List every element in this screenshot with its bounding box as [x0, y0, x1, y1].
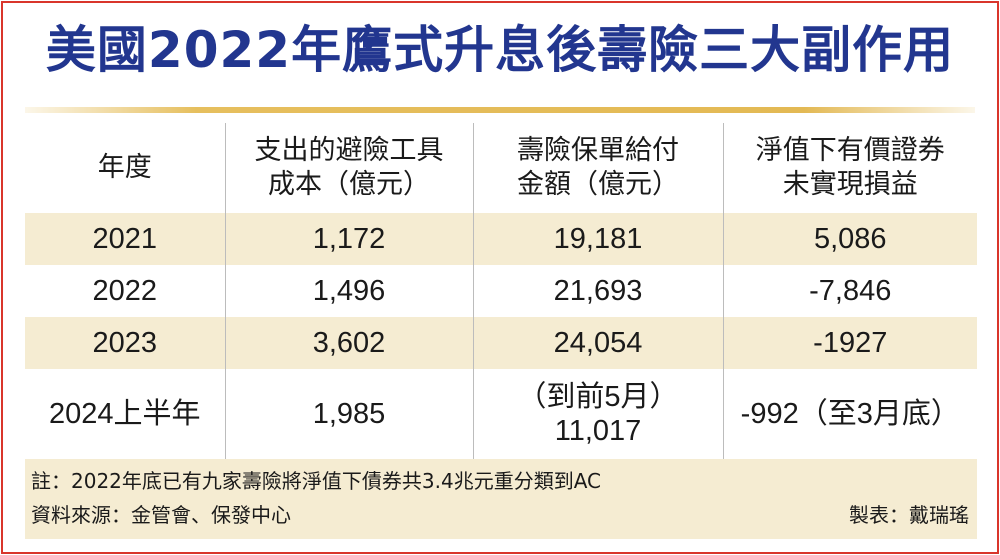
page-title: 美國2022年鷹式升息後壽險三大副作用	[45, 21, 955, 79]
cell-unrealized-pl: -7,846	[722, 265, 977, 318]
title-divider	[25, 107, 975, 113]
header-row: 年度 支出的避險工具 成本（億元） 壽險保單給付 金額（億元） 淨值下有價證券 未實現…	[25, 123, 977, 213]
data-table: 年度 支出的避險工具 成本（億元） 壽險保單給付 金額（億元） 淨值下有價證券 未實現…	[25, 123, 977, 459]
cell-policy-payout: 21,693	[472, 265, 723, 318]
cell-year: 2022	[92, 274, 157, 307]
cell-hedging-cost: 1,985	[224, 369, 473, 459]
table-row: 2024上半年 1,985 （到前5月） 11,017 -992（至3月底）	[25, 369, 977, 459]
table-row: 2023 3,602 24,054 -1927	[25, 317, 977, 370]
cell-year: 2023	[25, 317, 225, 370]
cell-year: 2021	[25, 213, 225, 266]
cell-unrealized-pl: -1927	[722, 317, 977, 370]
cell-policy-payout: （到前5月） 11,017	[472, 369, 723, 459]
header-hedging-cost: 支出的避險工具 成本（億元）	[224, 123, 473, 213]
source-line: 資料來源：金管會、保發中心	[31, 503, 291, 527]
header-policy-payout: 壽險保單給付 金額（億元）	[472, 123, 723, 213]
header-unrealized-pl: 淨值下有價證券 未實現損益	[722, 123, 977, 213]
table-row: 2021 1,172 19,181 5,086	[25, 213, 977, 266]
footnote: 註：2022年底已有九家壽險將淨值下債券共3.4兆元重分類到AC	[31, 469, 601, 493]
cell-unrealized-pl: 5,086	[722, 213, 977, 266]
cell-hedging-cost: 1,172	[224, 213, 473, 266]
cell-policy-payout: 24,054	[472, 317, 723, 370]
credit-line: 製表：戴瑞瑤	[849, 503, 969, 527]
footnote-area: 註：2022年底已有九家壽險將淨值下債券共3.4兆元重分類到AC 資料來源：金管…	[25, 459, 977, 539]
cell-hedging-cost: 3,602	[224, 317, 473, 370]
cell-hedging-cost: 1,496	[224, 265, 473, 318]
header-year: 年度	[25, 123, 225, 213]
cell-year: 2024上半年	[48, 398, 201, 431]
cell-unrealized-pl: -992（至3月底）	[722, 369, 977, 459]
table-row: 2022 1,496 21,693 -7,846	[25, 265, 977, 318]
cell-policy-payout: 19,181	[472, 213, 723, 266]
